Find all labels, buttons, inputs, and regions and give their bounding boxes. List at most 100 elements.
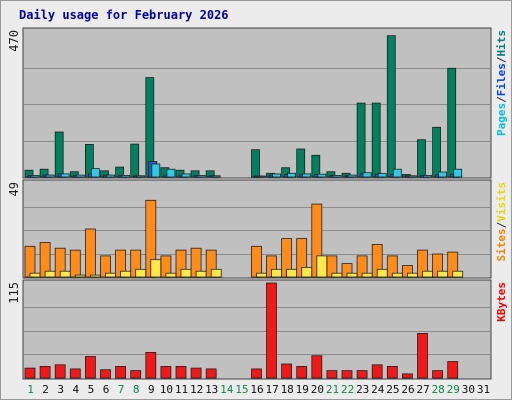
bar-visits-day-18 [286,268,298,278]
bar-visits-day-3 [59,270,71,278]
bar-pages-day-24 [377,173,387,178]
bar-sites-day-4 [69,249,81,278]
x-tick-label-day-29: 29 [447,383,460,396]
bar-visits-day-19 [301,266,313,278]
x-tick-label-day-21: 21 [326,383,339,396]
x-tick-label-day-26: 26 [401,383,414,396]
bar-kbytes-day-17 [266,282,277,379]
x-tick-label-day-16: 16 [250,383,263,396]
x-tick-label-day-22: 22 [341,383,354,396]
bar-kbytes-day-27 [417,332,428,379]
bar-visits-day-23 [361,272,373,278]
bar-hits-day-25 [386,35,396,178]
x-tick-label-day-28: 28 [432,383,445,396]
legend-item: Hits [495,30,508,57]
legend-item: / [495,56,508,63]
bar-visits-day-28 [437,270,449,278]
chart-title: Daily usage for February 2026 [19,8,229,22]
x-tick-label-day-27: 27 [416,383,429,396]
bar-pages-day-22 [347,174,357,178]
x-tick-label-day-11: 11 [175,383,188,396]
bar-pages-day-18 [287,172,297,178]
panel-kbytes: 115 KBytes [7,279,508,380]
bar-pages-day-11 [181,173,191,178]
bar-pages-day-10 [166,168,176,178]
bar-visits-day-6 [105,272,116,278]
bar-hits-day-16 [251,149,260,178]
y-max-label: 115 [7,282,21,304]
x-tick-label-day-4: 4 [72,383,79,396]
bar-hits-day-20 [311,154,321,178]
bar-kbytes-day-25 [386,365,398,379]
bar-kbytes-day-24 [371,364,383,379]
x-tick-label-day-7: 7 [118,383,125,396]
bar-pages-day-1 [30,174,40,178]
x-tick-label-day-2: 2 [42,383,49,396]
bar-kbytes-day-11 [175,365,187,379]
bar-pages-day-28 [438,171,448,178]
bar-visits-day-24 [376,268,388,278]
bar-kbytes-day-26 [401,373,413,379]
bar-visits-day-11 [180,268,192,278]
bar-hits-day-3 [54,131,64,178]
bar-pages-day-26 [407,175,417,178]
bar-pages-day-4 [75,174,85,178]
bar-kbytes-day-12 [190,367,202,379]
bar-kbytes-day-8 [130,370,142,379]
bar-kbytes-day-6 [100,369,111,379]
bar-sites-day-1 [24,245,36,278]
bar-kbytes-day-16 [251,368,262,379]
bar-visits-day-5 [90,274,101,278]
bar-pages-day-16 [257,175,266,178]
bar-kbytes-day-2 [39,365,51,379]
x-tick-label-day-17: 17 [265,383,278,396]
bar-kbytes-day-9 [145,351,157,379]
x-tick-label-day-1: 1 [27,383,34,396]
bar-pages-day-29 [453,168,463,178]
bar-pages-day-5 [91,168,100,178]
bar-kbytes-day-23 [356,370,368,379]
bar-pages-day-20 [317,173,327,178]
bar-visits-day-12 [195,270,207,278]
x-tick-label-day-30: 30 [462,383,475,396]
bar-visits-day-1 [29,272,41,278]
bar-hits-day-24 [371,102,381,178]
bar-hits-day-27 [417,139,426,178]
x-tick-label-day-19: 19 [296,383,309,396]
bar-kbytes-day-1 [24,367,36,379]
bar-hits-day-19 [296,148,306,178]
bar-visits-day-29 [452,270,464,278]
bar-kbytes-day-21 [326,370,338,379]
x-tick-label-day-6: 6 [103,383,110,396]
legend-item: KBytes [495,282,508,322]
bar-visits-day-8 [135,268,147,278]
bar-pages-day-17 [272,173,281,178]
bar-visits-day-26 [406,272,418,278]
bar-pages-day-8 [136,175,146,178]
bar-pages-day-9 [151,163,161,178]
bar-pages-day-25 [392,168,402,178]
bar-visits-day-10 [165,272,177,278]
bar-hits-day-8 [130,143,140,178]
bar-sites-day-5 [85,228,96,278]
bar-kbytes-day-19 [296,365,308,379]
bar-kbytes-day-7 [115,365,126,379]
bar-pages-day-13 [211,175,221,178]
bar-pages-day-21 [332,174,342,178]
legend-item: / [495,221,508,228]
bar-sites-day-16 [251,245,262,278]
legend-hits-files-pages: Pages/Files/Hits [495,30,508,136]
x-tick-label-day-14: 14 [220,383,234,396]
panel-background [22,279,492,380]
legend-visits-sites: Sites/Visits [495,182,508,262]
x-tick-label-day-31: 31 [477,383,490,396]
bar-visits-day-13 [210,268,222,278]
x-tick-label-day-13: 13 [205,383,218,396]
bar-visits-day-21 [331,272,343,278]
x-tick-label-day-15: 15 [235,383,248,396]
bar-pages-day-7 [121,174,130,178]
x-tick-label-day-8: 8 [133,383,140,396]
x-tick-label-day-5: 5 [88,383,95,396]
